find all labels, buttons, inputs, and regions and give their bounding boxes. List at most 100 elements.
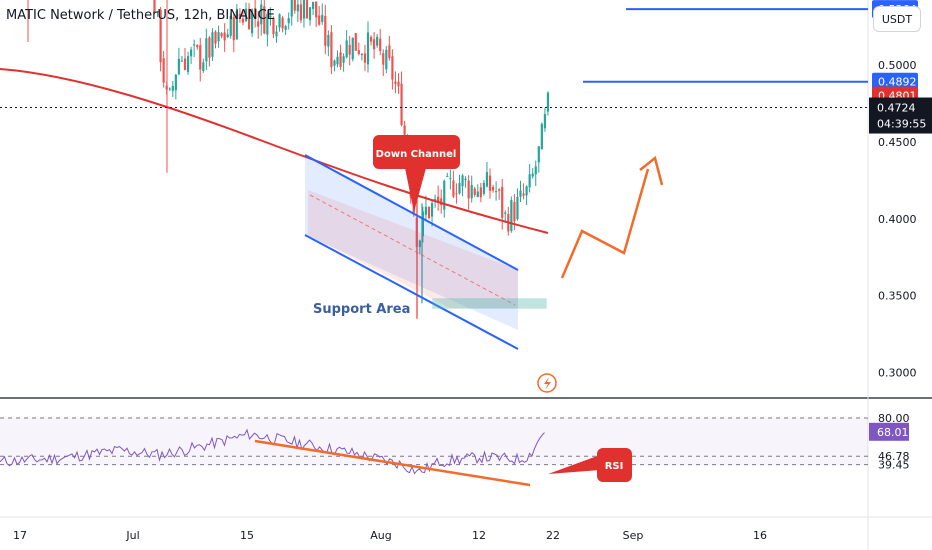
candle-body <box>183 58 187 71</box>
candle-body <box>324 15 327 46</box>
price-tick-label: 0.3500 <box>878 290 917 303</box>
candle-body <box>238 13 241 19</box>
candle-body <box>534 166 537 175</box>
candle-body <box>281 17 284 29</box>
candle-body <box>376 36 379 46</box>
time-tick-label: 12 <box>472 529 486 542</box>
candle-body <box>205 38 208 62</box>
lightning-icon-bolt <box>544 377 551 390</box>
rsi-callout <box>597 448 632 482</box>
candle-body <box>467 180 470 199</box>
candle-body <box>528 174 531 188</box>
lightning-icon <box>537 373 557 393</box>
candle-body <box>516 196 519 220</box>
candle-body <box>159 9 162 63</box>
candle-body <box>223 32 226 41</box>
candle-body <box>501 186 504 218</box>
candle-body <box>434 198 437 200</box>
candle-body <box>211 32 214 57</box>
candle-body <box>186 56 190 73</box>
rsi-callout-pointer <box>548 455 600 474</box>
candle-body <box>400 83 403 125</box>
candle-body <box>168 88 171 90</box>
candle-body <box>351 37 354 60</box>
candle-body <box>272 17 275 35</box>
candle-body <box>382 53 385 65</box>
candle-body <box>229 15 232 36</box>
candle-body <box>318 15 321 25</box>
candle-body <box>174 74 177 91</box>
candle-body <box>153 0 156 13</box>
candle-body <box>519 190 522 197</box>
candle-body <box>232 17 235 41</box>
candle-body <box>156 11 159 13</box>
rsi-current-label: 68.01 <box>877 426 909 439</box>
rsi-tick-label: 80.00 <box>878 412 910 425</box>
candle-body <box>488 175 492 191</box>
candle-body <box>196 45 199 48</box>
candle-body <box>421 211 424 237</box>
candle-body <box>537 146 540 163</box>
candle-body <box>363 53 367 63</box>
candle-body <box>373 39 376 50</box>
currency-button[interactable]: USDT <box>873 6 921 32</box>
time-tick-label: 15 <box>240 529 254 542</box>
time-tick-label: 22 <box>546 529 560 542</box>
support-area-box <box>432 298 547 309</box>
current-price-badge <box>869 97 932 134</box>
candle-body <box>217 32 220 42</box>
candle-body <box>342 56 345 63</box>
candle-body <box>388 45 391 59</box>
price-tick-label: 0.4500 <box>878 136 917 149</box>
candle-body <box>437 196 440 202</box>
candle-body <box>190 49 193 57</box>
candle-body <box>424 206 428 215</box>
candle-body <box>513 201 516 222</box>
candle-body <box>543 113 546 129</box>
candle-body <box>162 58 165 83</box>
candle-body <box>479 187 482 198</box>
candle-body <box>430 203 434 217</box>
candle-body <box>385 49 388 70</box>
candle-body <box>485 172 489 187</box>
candle-body <box>391 56 394 80</box>
candle-body <box>427 206 431 218</box>
candle-body <box>177 58 180 75</box>
candle-body <box>284 26 287 30</box>
candle-body <box>333 60 336 66</box>
candle-body <box>275 31 278 37</box>
candle-body <box>315 1 318 18</box>
candle-body <box>522 193 525 196</box>
candle-body <box>482 182 485 194</box>
channel-midline <box>309 194 516 306</box>
candle-body <box>226 34 229 38</box>
candle-body <box>443 180 446 210</box>
candle-body <box>403 125 406 135</box>
down-channel-callout <box>373 135 460 169</box>
candle-body <box>244 8 248 22</box>
candle-body <box>455 193 458 195</box>
candle-body <box>199 45 202 70</box>
price-tick-label: 0.3000 <box>878 367 917 380</box>
candle-body <box>180 60 184 62</box>
candle-body <box>525 186 528 196</box>
current-price-label: 0.4724 <box>877 102 916 115</box>
projection-path <box>560 168 650 279</box>
moving-average-line <box>0 68 549 234</box>
candle-body <box>446 176 449 178</box>
candle-body <box>290 0 293 17</box>
channel-fill-blue <box>305 155 518 330</box>
candle-body <box>308 7 312 21</box>
candle-body <box>348 44 351 55</box>
candle-body <box>321 14 324 22</box>
candle-body <box>254 7 257 17</box>
projection-arrowhead <box>639 155 664 186</box>
down-channel-callout-pointer <box>405 168 426 212</box>
candle-body <box>394 81 397 84</box>
price-tick-label: 0.5000 <box>878 59 917 72</box>
rsi-tick-label: 39.45 <box>878 459 910 472</box>
time-tick-label: Sep <box>623 529 644 542</box>
price-tick-label: 0.4000 <box>878 213 917 226</box>
candle-body <box>241 18 245 23</box>
